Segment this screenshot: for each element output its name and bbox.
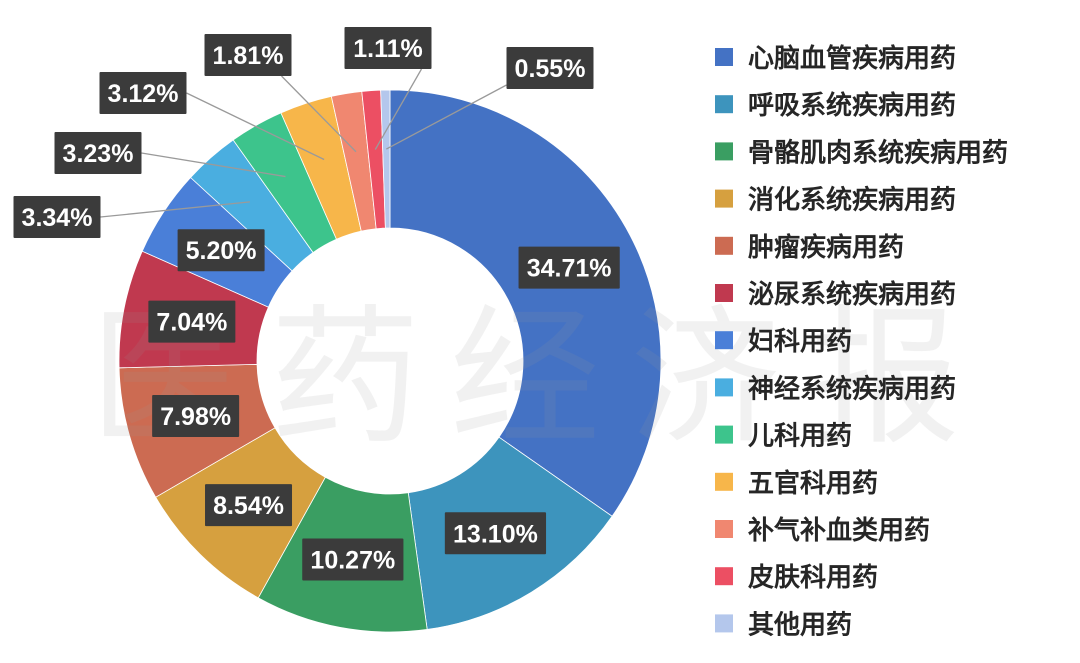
legend-marker: [715, 614, 733, 633]
legend-marker: [715, 95, 733, 114]
leader-line: [374, 68, 423, 150]
data-label: 34.71%: [527, 255, 612, 283]
data-label: 3.12%: [108, 80, 179, 108]
legend-label: 心脑血管疾病用药: [748, 43, 956, 74]
legend-marker: [715, 331, 733, 350]
data-label-box: [54, 132, 142, 174]
legend: 心脑血管疾病用药呼吸系统疾病用药骨骼肌肉系统疾病用药消化系统疾病用药肿瘤疾病用药…: [715, 43, 1008, 640]
legend-label: 泌尿系统疾病用药: [748, 279, 956, 310]
legend-label: 补气补血类用药: [748, 515, 930, 546]
data-labels: 34.71% 13.10% 10.27% 8.54% 7.98% 7.04% 5.20% 3.…: [13, 27, 620, 581]
legend-marker: [715, 189, 733, 208]
legend-label: 其他用药: [748, 610, 852, 640]
legend-label: 妇科用药: [748, 327, 852, 357]
donut-slice: [389, 89, 662, 517]
data-label-box: [205, 484, 293, 527]
legend-label: 五官科用药: [748, 468, 878, 499]
legend-marker: [715, 472, 733, 491]
leader-line: [386, 84, 507, 150]
legend-label: 神经系统疾病用药: [748, 373, 956, 404]
legend-marker: [715, 520, 733, 538]
data-label: 13.10%: [453, 520, 538, 548]
legend-marker: [715, 567, 733, 586]
data-label-box: [148, 300, 236, 343]
data-label: 5.20%: [186, 237, 257, 265]
data-label: 1.11%: [353, 35, 423, 63]
data-label-box: [204, 34, 292, 76]
leader-line: [100, 201, 250, 218]
donut-slice: [380, 89, 391, 229]
leader-line: [186, 92, 325, 161]
data-label: 3.23%: [63, 140, 134, 168]
leader-lines: [100, 68, 507, 218]
data-label: 10.27%: [310, 547, 395, 575]
data-label-box: [177, 229, 265, 272]
data-label-box: [518, 246, 620, 289]
legend-label: 皮肤科用药: [748, 563, 878, 593]
data-label-box: [99, 72, 187, 114]
legend-marker: [715, 48, 733, 66]
legend-label: 儿科用药: [748, 422, 852, 452]
leader-line: [141, 152, 286, 178]
data-label: 3.34%: [22, 204, 93, 232]
legend-marker: [715, 378, 733, 397]
legend-marker: [715, 236, 733, 255]
legend-label: 骨骼肌肉系统疾病用药: [748, 137, 1008, 168]
legend-label: 肿瘤疾病用药: [748, 232, 904, 263]
data-label: 0.55%: [515, 55, 586, 83]
data-label: 7.04%: [156, 309, 227, 337]
legend-marker: [715, 284, 733, 302]
legend-label: 消化系统疾病用药: [748, 185, 956, 216]
data-label-box: [344, 27, 432, 69]
leader-line: [281, 75, 357, 153]
data-label: 1.81%: [213, 42, 284, 70]
data-label: 8.54%: [213, 492, 284, 520]
data-label-box: [13, 196, 101, 238]
data-label-box: [444, 512, 547, 555]
data-label-box: [152, 395, 240, 438]
data-label-box: [302, 538, 404, 581]
legend-label: 呼吸系统疾病用药: [748, 90, 956, 121]
legend-marker: [715, 425, 733, 444]
data-label: 7.98%: [160, 403, 231, 431]
legend-marker: [715, 142, 733, 161]
data-label-box: [506, 47, 594, 89]
